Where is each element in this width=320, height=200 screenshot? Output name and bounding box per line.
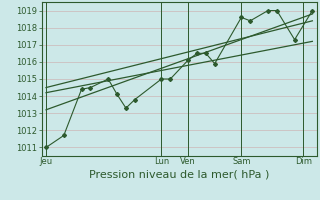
X-axis label: Pression niveau de la mer( hPa ): Pression niveau de la mer( hPa ): [89, 169, 269, 179]
